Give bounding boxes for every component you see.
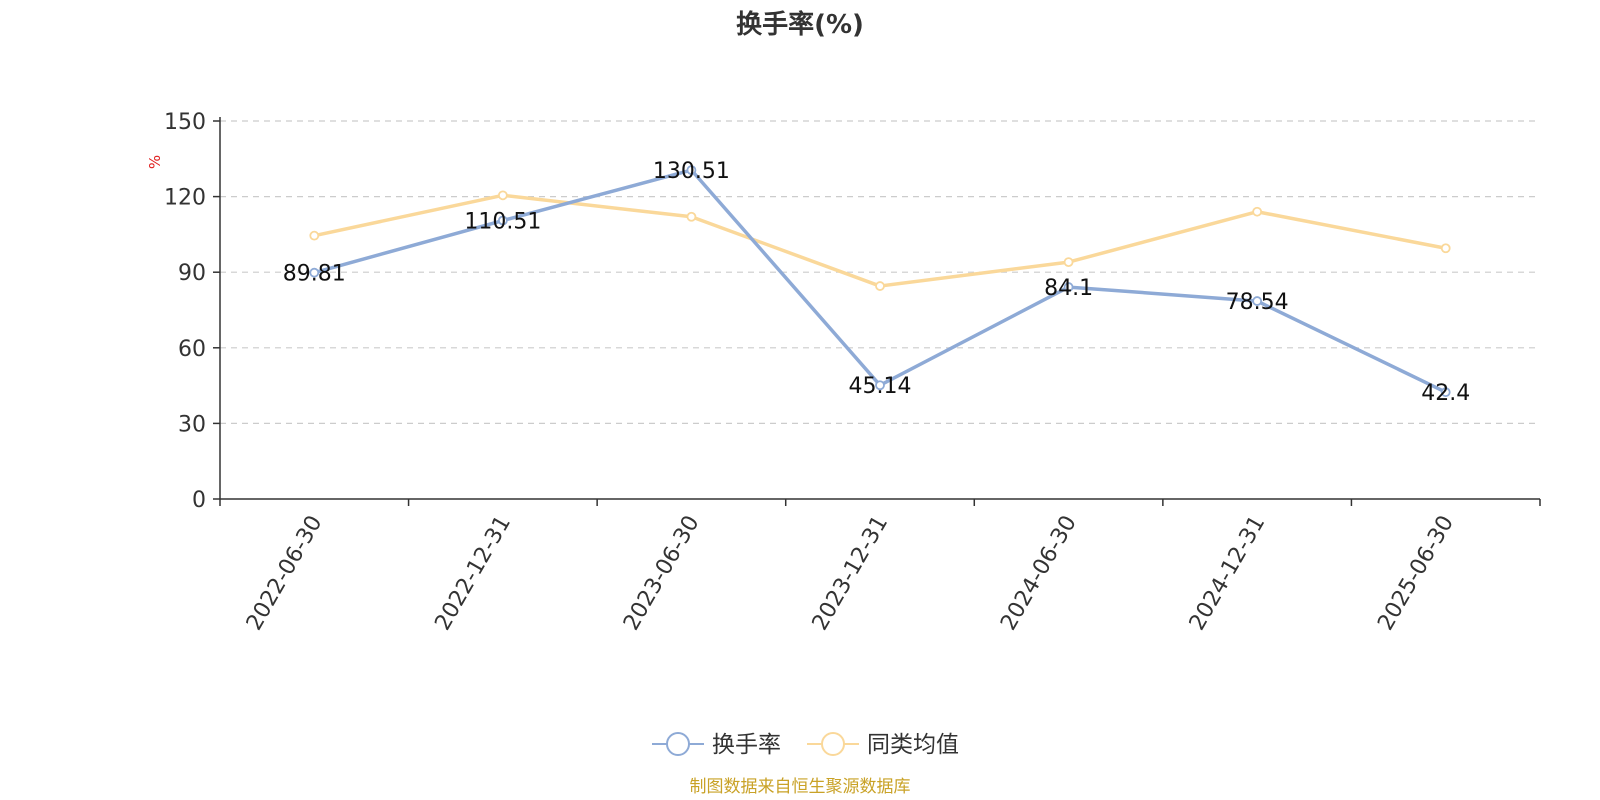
legend: 换手率 同类均值 <box>652 732 959 758</box>
x-tick-label: 2023-12-31 <box>808 512 894 635</box>
grid-lines <box>220 120 1540 424</box>
data-point-peer-average <box>875 281 885 291</box>
legend-label: 同类均值 <box>867 732 959 758</box>
y-tick-label: 120 <box>164 186 206 211</box>
y-tick-label: 150 <box>164 110 206 135</box>
x-tick-label: 2023-06-30 <box>619 512 705 635</box>
data-label: 130.51 <box>653 159 730 184</box>
data-label: 110.51 <box>464 210 541 235</box>
data-label: 84.1 <box>1044 276 1093 301</box>
data-point-peer-average <box>309 230 320 241</box>
data-point-turnover <box>875 380 885 391</box>
chart-title: 换手率(%) <box>736 9 864 40</box>
data-point-turnover <box>309 267 320 278</box>
x-tick-label: 2024-12-31 <box>1185 512 1271 635</box>
data-label: 42.4 <box>1421 381 1470 406</box>
data-point-turnover <box>686 165 697 176</box>
series-line-turnover <box>313 168 1447 394</box>
axes: 0 30 60 90 120 150 2022-06-30 2022-12-31 2023-06… <box>164 110 1541 635</box>
data-point-turnover <box>1252 296 1263 306</box>
y-tick-label: 90 <box>178 261 206 286</box>
legend-label: 换手率 <box>712 732 781 758</box>
legend-marker <box>821 732 845 756</box>
series-lines <box>309 165 1451 398</box>
y-tick-label: 0 <box>192 488 206 513</box>
data-point-peer-average <box>1440 243 1451 254</box>
data-source-note: 制图数据来自恒生聚源数据库 <box>690 777 911 797</box>
x-tick-label: 2025-06-30 <box>1373 512 1459 635</box>
data-point-turnover <box>1063 282 1074 292</box>
data-label: 89.81 <box>283 262 346 287</box>
y-tick-label: 30 <box>178 412 206 437</box>
data-point-turnover <box>497 215 508 226</box>
x-tick-label: 2022-12-31 <box>430 512 516 635</box>
data-point-peer-average <box>686 211 697 222</box>
data-point-peer-average <box>1252 206 1263 217</box>
legend-item-turnover: 换手率 <box>652 732 781 758</box>
y-axis-unit-label: % <box>146 155 164 169</box>
legend-marker <box>666 732 690 756</box>
data-point-peer-average <box>1063 257 1074 268</box>
y-tick-label: 60 <box>178 337 206 362</box>
data-point-peer-average <box>497 190 508 201</box>
data-labels: 89.81 110.51 130.51 45.14 84.1 78.54 42.4 <box>283 159 1470 406</box>
x-tick-label: 2024-06-30 <box>996 512 1082 635</box>
data-point-turnover <box>1440 387 1451 398</box>
data-label: 45.14 <box>849 374 912 399</box>
legend-item-peer-average: 同类均值 <box>807 732 959 758</box>
data-label: 78.54 <box>1226 290 1289 315</box>
x-tick-label: 2022-06-30 <box>242 512 328 635</box>
